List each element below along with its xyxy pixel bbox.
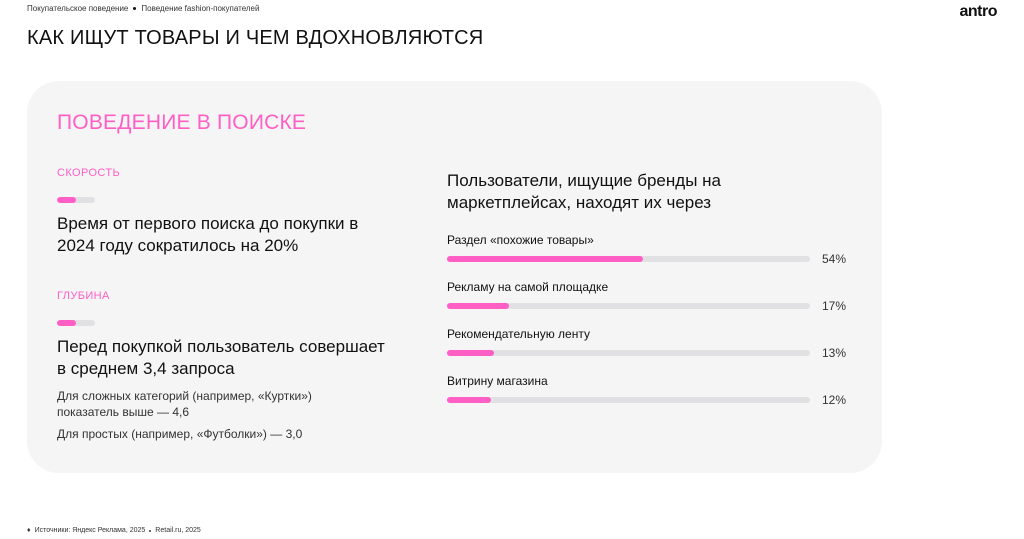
depth-stat: Перед покупкой пользователь совершает в … bbox=[57, 337, 385, 378]
depth-indicator-fill bbox=[57, 320, 76, 326]
bar-value-label: 17% bbox=[822, 299, 847, 313]
bar-category-label: Раздел «похожие товары» bbox=[447, 233, 594, 247]
bar bbox=[447, 303, 509, 309]
bar-category-label: Рекламу на самой площадке bbox=[447, 280, 609, 294]
bar-value-label: 13% bbox=[822, 346, 847, 360]
footnote-source: Источники: Яндекс Реклама, 2025 bbox=[34, 527, 146, 534]
speed-indicator-fill bbox=[57, 197, 76, 203]
page-title: КАК ИЩУТ ТОВАРЫ И ЧЕМ ВДОХНОВЛЯЮТСЯ bbox=[27, 27, 484, 49]
behavior-card: ПОВЕДЕНИЕ В ПОИСКЕ СКОРОСТЬ Время от пер… bbox=[27, 81, 882, 473]
speed-eyebrow: СКОРОСТЬ bbox=[57, 167, 121, 179]
chart-title: Пользователи, ищущие бренды на маркетпле… bbox=[447, 171, 721, 212]
bar-category-label: Рекомендательную ленту bbox=[447, 327, 590, 341]
speed-stat: Время от первого поиска до покупки в 202… bbox=[57, 214, 359, 255]
bullet-icon bbox=[133, 7, 137, 10]
depth-note-complex: Для сложных категорий (например, «Куртки… bbox=[57, 389, 312, 419]
footnote-source: Retail.ru, 2025 bbox=[155, 527, 201, 534]
bar-track bbox=[447, 397, 810, 403]
bar-value-label: 54% bbox=[822, 252, 847, 266]
bar bbox=[447, 350, 495, 356]
footnote: ♦ Источники: Яндекс Реклама, 2025 Retail… bbox=[27, 527, 201, 534]
depth-indicator bbox=[57, 320, 95, 326]
bullet-icon bbox=[149, 529, 152, 532]
speed-indicator bbox=[57, 197, 95, 203]
logo: antro bbox=[959, 3, 998, 20]
breadcrumb: Покупательское поведение Поведение fashi… bbox=[27, 4, 259, 13]
breadcrumb-item: Поведение fashion-покупателей bbox=[141, 4, 260, 13]
breadcrumb-item: Покупательское поведение bbox=[27, 4, 129, 13]
sources-icon: ♦ bbox=[27, 527, 31, 534]
bar-track bbox=[447, 256, 810, 262]
bar bbox=[447, 397, 491, 403]
bar-value-label: 12% bbox=[822, 393, 847, 407]
bar-category-label: Витрину магазина bbox=[447, 374, 548, 388]
bar-track bbox=[447, 303, 810, 309]
bar-track bbox=[447, 350, 810, 356]
section-title: ПОВЕДЕНИЕ В ПОИСКЕ bbox=[57, 111, 307, 134]
depth-eyebrow: ГЛУБИНА bbox=[57, 290, 110, 302]
bar bbox=[447, 256, 644, 262]
depth-note-simple: Для простых (например, «Футболки») — 3,0 bbox=[57, 427, 303, 441]
